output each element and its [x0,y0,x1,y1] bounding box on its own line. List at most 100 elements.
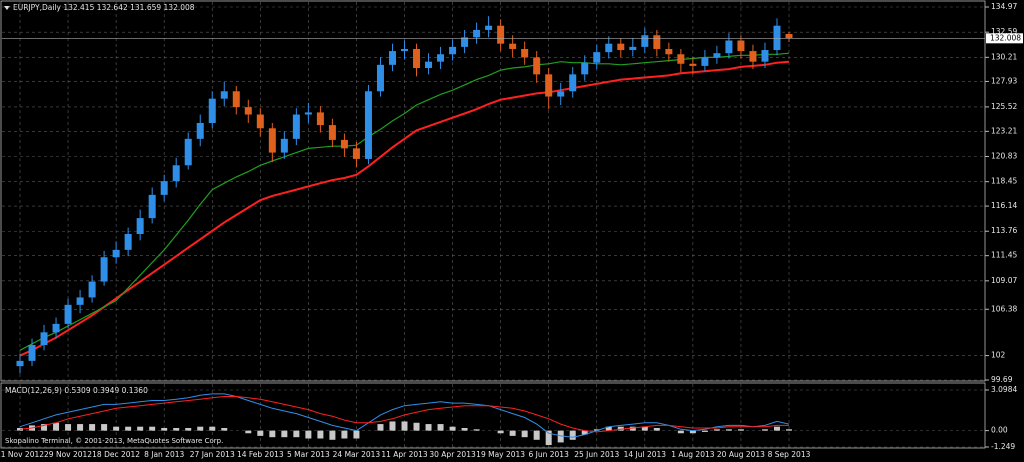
candle-body [737,40,745,52]
candle-body [749,51,757,62]
candle-body [352,148,360,159]
candle-body [761,50,769,62]
candle-body [617,43,625,51]
x-tick-label: 24 Mar 2013 [333,450,381,459]
candle-body [497,25,505,44]
histogram-bar [653,428,660,431]
candle-body [208,98,216,123]
candle-body [280,138,288,153]
main-frame [0,0,986,382]
candle-body [316,112,324,126]
candle-body [268,128,276,153]
candle-body [136,218,144,234]
histogram-bar [605,426,612,431]
candle-body [292,114,300,139]
x-tick-label: 20 Aug 2013 [717,450,765,459]
candle-body [629,46,637,51]
y-tick-label: 113.76 [991,226,1017,235]
histogram-bar [689,430,696,434]
y-tick-label: 102 [991,351,1006,360]
candle-body [148,194,156,219]
y-tick-label: 118.45 [991,177,1017,186]
y-tick-label: -1.249 [991,442,1015,451]
histogram-bar [221,428,228,431]
candle-body [88,281,96,298]
histogram-bar [545,430,552,446]
histogram-bar [341,430,348,439]
y-tick-label: 132.59 [991,27,1017,36]
y-tick-label: 123.21 [991,126,1017,135]
histogram-bar [713,429,720,431]
x-tick-label: 8 Sep 2013 [768,450,811,459]
y-tick-label: 134.97 [991,2,1017,11]
y-tick-label: 120.83 [991,151,1017,160]
histogram-bar [17,428,23,431]
histogram-bar [89,424,96,431]
candle-body [401,48,408,52]
x-tick-label: 8 Jan 2013 [144,450,184,459]
histogram-bar [629,426,636,431]
x-tick-label: 11 Apr 2013 [381,450,428,459]
histogram-bar [317,430,324,439]
histogram-bar [293,430,300,438]
candle-body [388,51,396,65]
candle-body [785,34,793,39]
histogram-bar [737,429,744,431]
candle-body [376,64,384,92]
histogram-bar [509,430,516,436]
y-tick-label: 130.21 [991,52,1017,61]
candle-body [172,165,180,182]
histogram-bar [305,430,312,439]
histogram-bar [389,421,396,431]
histogram-bar [329,430,336,440]
candle-body [521,48,529,58]
histogram-bar [533,430,540,440]
candle-body [160,181,168,195]
histogram-bar [617,426,624,431]
candle-body [449,46,457,55]
y-tick-label: 3.0984 [991,385,1017,394]
candle-body [244,107,252,115]
histogram-bar [557,430,564,443]
candle-body [64,304,72,324]
histogram-bar [245,430,252,434]
histogram-bar [449,426,456,431]
candle-body [28,345,36,361]
histogram-bar [41,424,48,431]
candle-body [461,37,469,47]
x-tick-label: 25 Jun 2013 [574,450,619,459]
x-tick-label: 11 Nov 2012 [0,450,44,459]
histogram-bar [77,424,84,431]
histogram-bar [353,430,360,439]
candle-body [773,25,781,51]
candle-body [52,323,60,333]
candle-body [713,53,721,58]
x-tick-label: 30 Apr 2013 [429,450,476,459]
candle-body [701,57,709,66]
histogram-bar [593,429,600,431]
histogram-bar [521,430,528,438]
candle-body [437,54,445,62]
candle-body [112,249,120,258]
candle-body [184,138,192,166]
candle-body [545,74,553,97]
y-tick-label: 0.00 [991,426,1008,435]
histogram-bar [473,429,480,431]
candle-body [220,91,228,99]
indicator-line [19,396,789,433]
candle-body [256,114,264,129]
candle-body [557,91,565,97]
histogram-bar [773,426,780,431]
histogram-bar [725,429,732,431]
candle-body [473,29,481,38]
candle-body [665,48,673,55]
candle-body [425,61,433,69]
candle-body [76,297,84,305]
histogram-bar [701,430,708,432]
histogram-bar [497,430,504,434]
y-tick-label: 99.69 [991,375,1013,384]
x-tick-label: 29 Nov 2012 [44,450,92,459]
histogram-bar [761,429,768,431]
histogram-bar [677,430,684,434]
